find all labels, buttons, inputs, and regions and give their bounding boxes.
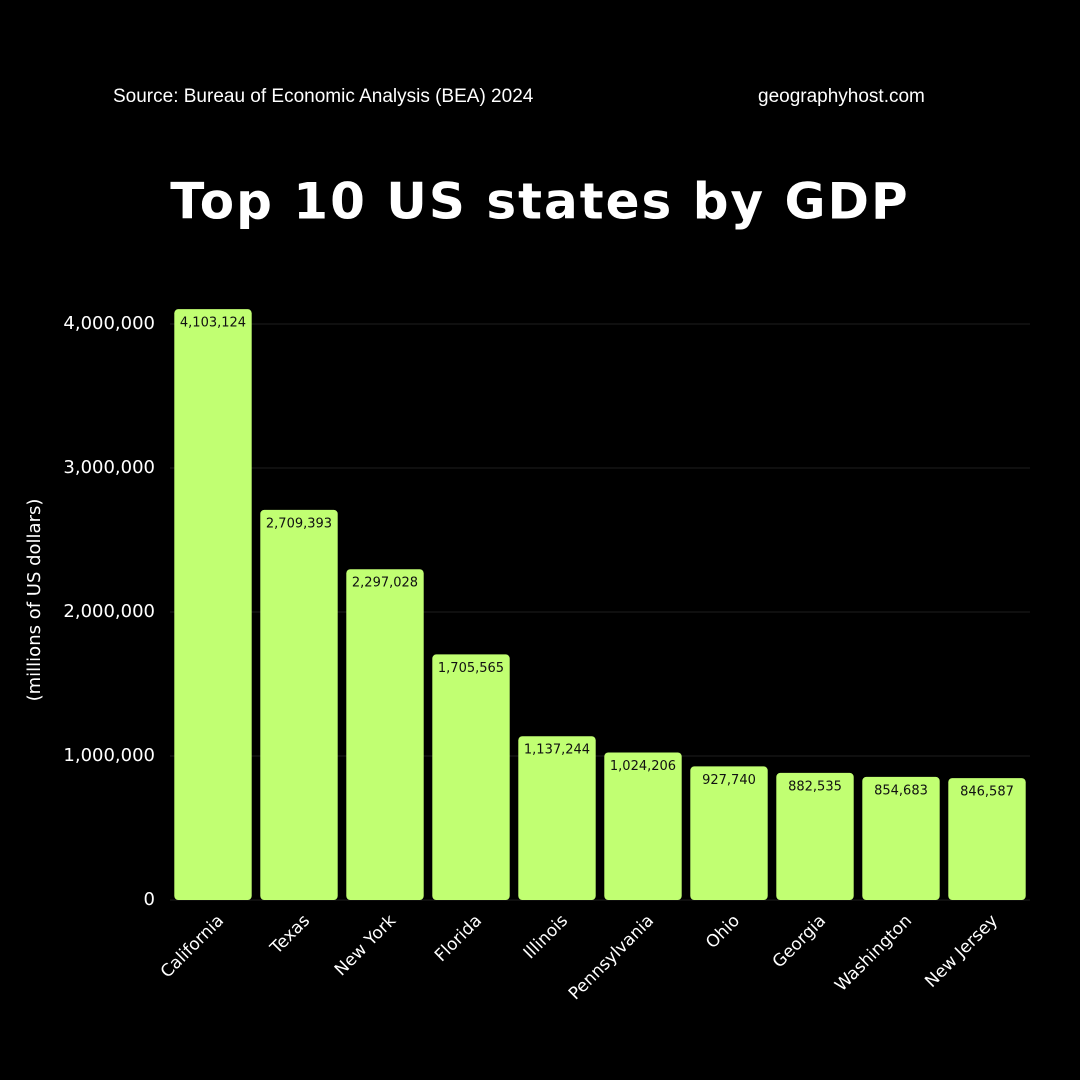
bar	[432, 654, 510, 900]
data-label: 2,297,028	[352, 576, 418, 591]
data-label: 4,103,124	[180, 316, 246, 331]
y-tick-label: 3,000,000	[63, 457, 155, 478]
chart-title: Top 10 US states by GDP	[170, 173, 909, 231]
data-label: 1,024,206	[610, 759, 676, 774]
data-label: 1,705,565	[438, 661, 504, 676]
data-label: 1,137,244	[524, 743, 590, 758]
data-label: 927,740	[702, 773, 756, 788]
y-tick-label: 4,000,000	[63, 313, 155, 334]
bar	[776, 772, 854, 900]
website: geographyhost.com	[758, 86, 925, 107]
y-axis-label: (millions of US dollars)	[24, 499, 45, 702]
source: Source: Bureau of Economic Analysis (BEA…	[113, 86, 534, 107]
data-label: 2,709,393	[266, 516, 332, 531]
data-label: 846,587	[960, 785, 1014, 800]
bar	[690, 766, 768, 900]
bar	[518, 736, 596, 900]
bar	[346, 569, 424, 900]
data-label: 854,683	[874, 783, 928, 798]
bar	[948, 778, 1026, 900]
bar	[260, 509, 338, 900]
bar	[862, 776, 940, 900]
y-tick-label: 1,000,000	[63, 745, 155, 766]
bar	[604, 752, 682, 900]
y-tick-label: 0	[144, 889, 155, 910]
bar	[174, 309, 252, 900]
data-label: 882,535	[788, 779, 842, 794]
y-tick-label: 2,000,000	[63, 601, 155, 622]
